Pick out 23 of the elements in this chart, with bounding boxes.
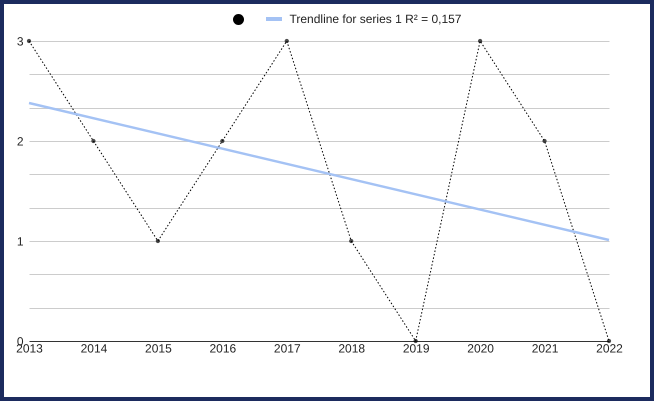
point <box>542 138 547 144</box>
y-tick-label: 2 <box>16 134 24 148</box>
y-tick-label: 1 <box>16 234 24 248</box>
x-tick-label: 2019 <box>402 342 430 356</box>
x-tick-label: 2017 <box>274 342 301 356</box>
x-tick-label: 2015 <box>145 342 172 356</box>
point <box>478 38 482 44</box>
x-tick-label: 2021 <box>532 342 559 356</box>
point <box>349 238 354 244</box>
x-tick-label: 2014 <box>80 342 108 356</box>
y-tick-label: 3 <box>16 34 24 48</box>
point <box>220 138 224 144</box>
x-tick-label: 2022 <box>596 342 624 356</box>
point <box>26 38 32 44</box>
legend-label: Trendline for series 1 R² = 0,157 <box>290 12 462 26</box>
point <box>284 38 289 44</box>
point <box>414 338 418 344</box>
point <box>91 138 96 144</box>
x-tick-label: 2016 <box>209 342 237 356</box>
x-tick-label: 2020 <box>467 342 494 356</box>
point <box>606 338 612 344</box>
x-tick-label: 2018 <box>338 342 366 356</box>
point <box>156 238 160 244</box>
